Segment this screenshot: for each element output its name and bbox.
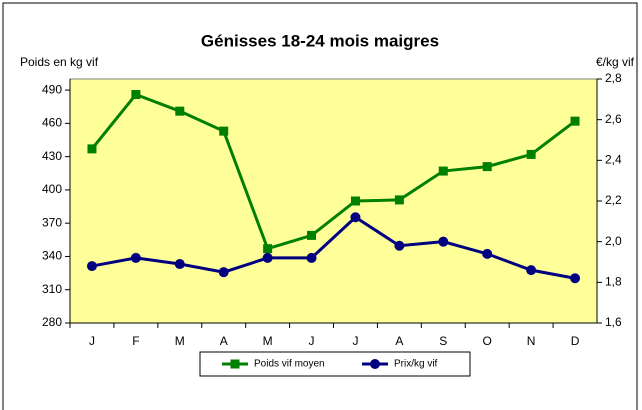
y2-tick-label: 2,2 bbox=[605, 193, 622, 207]
legend-label: Poids vif moyen bbox=[254, 359, 325, 370]
marker bbox=[230, 359, 240, 369]
x-tick-label: M bbox=[175, 334, 185, 348]
marker bbox=[262, 252, 273, 263]
marker bbox=[174, 259, 185, 270]
x-tick-label: O bbox=[483, 334, 492, 348]
x-tick-label: F bbox=[132, 334, 139, 348]
y-tick-label: 490 bbox=[42, 82, 62, 96]
marker bbox=[263, 244, 273, 254]
y2-tick-label: 2,4 bbox=[605, 153, 622, 167]
y-tick-label: 370 bbox=[42, 215, 62, 229]
x-tick-label: A bbox=[220, 334, 228, 348]
y-tick-label: 400 bbox=[42, 182, 62, 196]
plot-area bbox=[69, 78, 598, 324]
marker bbox=[438, 166, 448, 176]
marker bbox=[219, 126, 229, 136]
marker bbox=[218, 267, 229, 278]
marker bbox=[482, 248, 493, 259]
y2-tick-label: 2,8 bbox=[605, 71, 622, 85]
series-line bbox=[91, 215, 576, 280]
x-tick-label: A bbox=[395, 334, 403, 348]
y-tick-label: 430 bbox=[42, 149, 62, 163]
x-tick-label: J bbox=[89, 334, 95, 348]
marker bbox=[394, 195, 404, 205]
marker bbox=[438, 236, 449, 247]
x-tick-label: J bbox=[309, 334, 315, 348]
y-tick-label: 340 bbox=[42, 249, 62, 263]
marker bbox=[570, 116, 580, 126]
y2-tick-label: 1,8 bbox=[605, 275, 622, 289]
chart-title: Génisses 18-24 mois maigres bbox=[201, 31, 439, 50]
marker bbox=[307, 230, 317, 240]
x-tick-label: N bbox=[527, 334, 536, 348]
legend-label: Prix/kg vif bbox=[394, 359, 438, 370]
marker bbox=[175, 106, 185, 116]
marker bbox=[526, 149, 536, 159]
marker bbox=[87, 144, 97, 154]
series-line bbox=[90, 92, 576, 251]
marker bbox=[482, 162, 492, 172]
y2-tick-label: 1,6 bbox=[605, 315, 622, 329]
y-tick-label: 280 bbox=[42, 315, 62, 329]
marker bbox=[350, 212, 361, 223]
y-tick-label: 460 bbox=[42, 116, 62, 130]
marker bbox=[130, 252, 141, 263]
marker bbox=[131, 90, 141, 100]
marker bbox=[306, 252, 317, 263]
marker bbox=[370, 359, 380, 369]
y-axis-label: Poids en kg vif bbox=[20, 55, 99, 69]
marker bbox=[394, 240, 405, 251]
y-tick-label: 310 bbox=[42, 282, 62, 296]
y2-tick-label: 2,0 bbox=[605, 234, 622, 248]
marker bbox=[526, 265, 537, 276]
y2-axis-label: €/kg vif bbox=[596, 55, 635, 69]
y2-tick-label: 2,6 bbox=[605, 112, 622, 126]
x-tick-label: D bbox=[571, 334, 580, 348]
marker bbox=[350, 196, 360, 206]
marker bbox=[86, 261, 97, 272]
x-tick-label: S bbox=[439, 334, 447, 348]
x-tick-label: J bbox=[352, 334, 358, 348]
x-tick-label: M bbox=[263, 334, 273, 348]
marker bbox=[570, 273, 581, 284]
